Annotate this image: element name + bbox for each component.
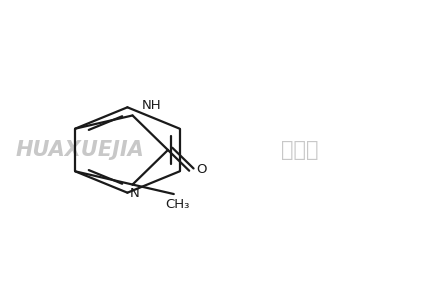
Text: O: O: [197, 163, 207, 176]
Text: HUAXUEJIA: HUAXUEJIA: [15, 140, 144, 160]
Text: 化学加: 化学加: [281, 140, 319, 160]
Text: CH₃: CH₃: [166, 199, 190, 212]
Text: NH: NH: [142, 99, 161, 112]
Text: N: N: [130, 187, 139, 200]
